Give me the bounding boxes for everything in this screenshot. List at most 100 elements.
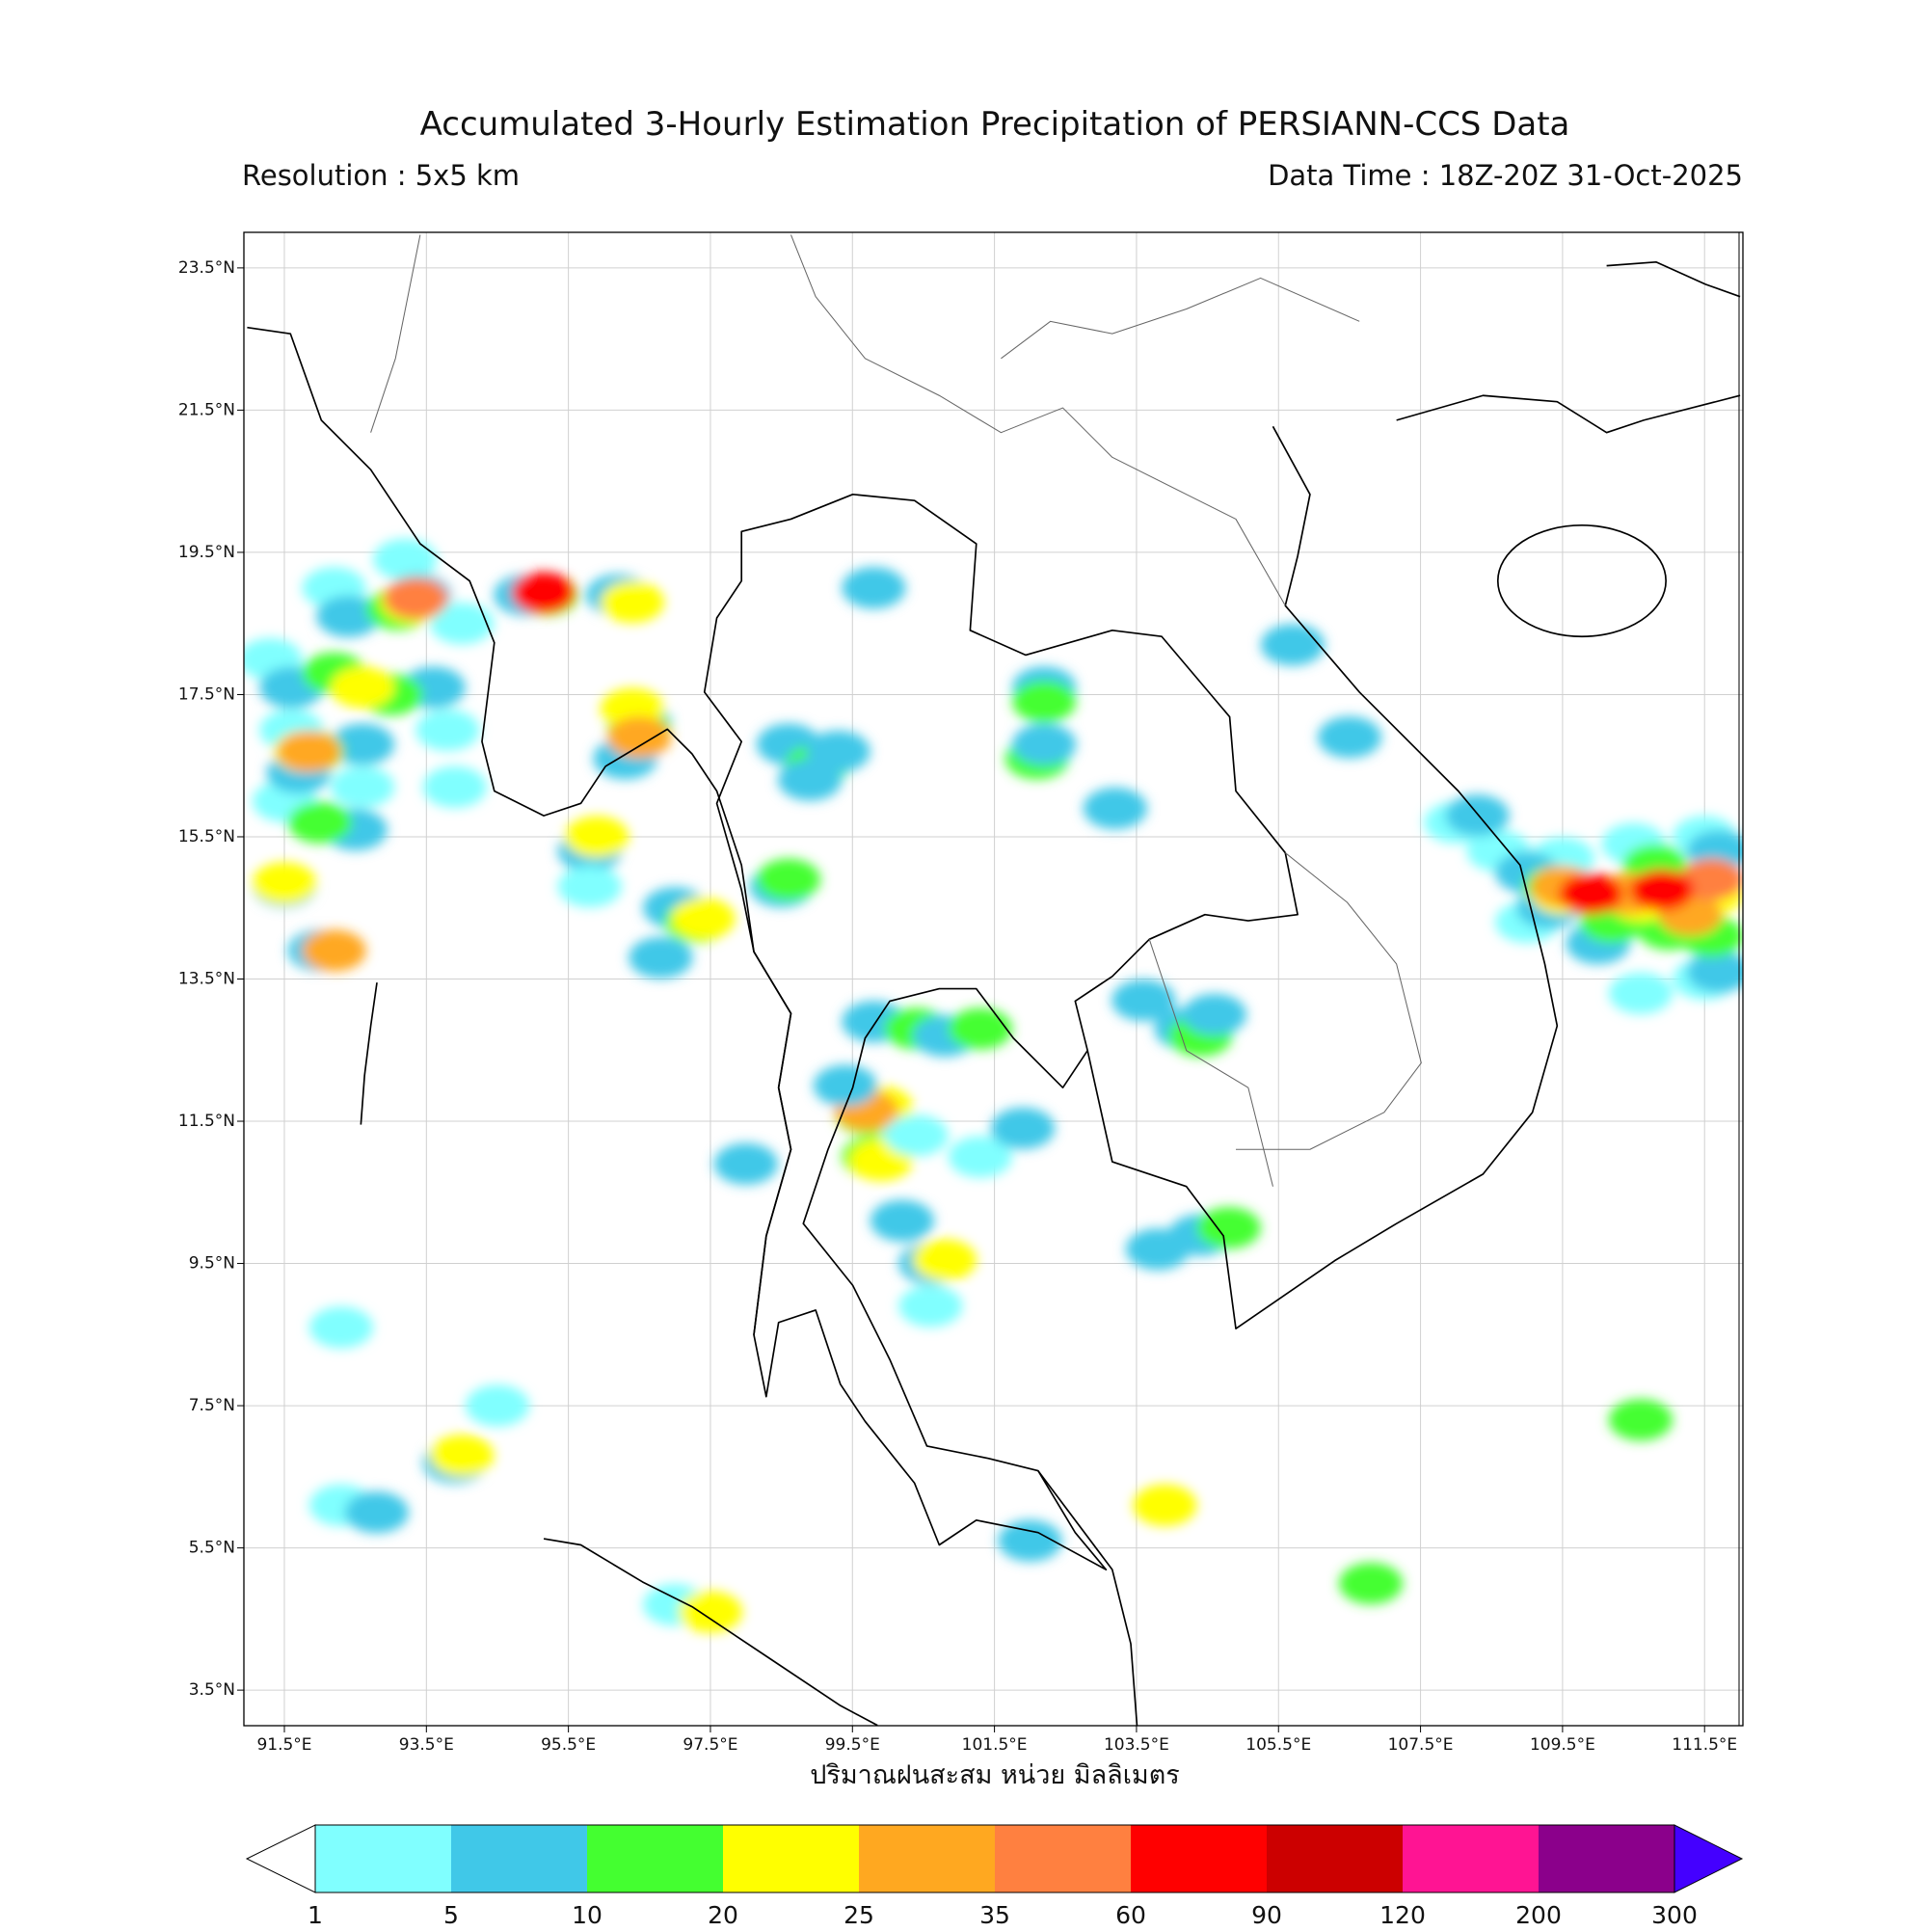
rain-cell (252, 862, 317, 904)
colorbar-label: 25 (844, 1901, 874, 1928)
rain-cell (1012, 723, 1077, 765)
rain-cell (330, 723, 395, 765)
rain-cell (1125, 1228, 1191, 1271)
rain-cell (1111, 979, 1176, 1022)
colorbar-frame (314, 1824, 1675, 1893)
rain-cell (1608, 1399, 1674, 1441)
rain-cell (870, 1199, 934, 1242)
rain-cell (330, 666, 395, 709)
colorbar-under (245, 1824, 316, 1893)
colorbar-label: 10 (572, 1901, 602, 1928)
colorbar: 1 5 10 20 25 35 60 90 120 200 300 (245, 1824, 1744, 1929)
x-tick-label: 99.5°E (825, 1735, 880, 1755)
plot-frame-edge (1738, 231, 1744, 1727)
rain-cell (671, 898, 736, 940)
y-tick-label: 21.5°N (178, 400, 235, 419)
china-coast (1396, 260, 1741, 434)
rain-cell (898, 1285, 963, 1328)
colorbar-over (1674, 1824, 1744, 1893)
rain-cell (1338, 1562, 1404, 1605)
vietnam-coast (1086, 425, 1559, 1329)
rain-cell (806, 730, 870, 773)
x-tick-label: 93.5°E (399, 1735, 454, 1755)
x-tick-label: 103.5°E (1104, 1735, 1169, 1755)
rain-cell (948, 1136, 1013, 1178)
rain-cell (465, 1384, 530, 1427)
rain-cell (998, 1519, 1062, 1562)
title: Accumulated 3-Hourly Estimation Precipit… (420, 105, 1570, 144)
rain-cell (316, 595, 381, 637)
rain-cell (842, 567, 906, 609)
myanmar-coast (247, 326, 792, 1335)
colorbar-bin (995, 1825, 1131, 1892)
rain-cell (1608, 972, 1674, 1014)
rain-cell (384, 577, 448, 620)
colorbar-bin (1267, 1825, 1403, 1892)
colorbar-bin (587, 1825, 723, 1892)
y-tick-label: 7.5°N (189, 1396, 235, 1415)
colorbar-bin (859, 1825, 995, 1892)
land-borders (370, 234, 1422, 1187)
colorbar-label: 1 (308, 1901, 323, 1928)
rain-cell (1445, 794, 1510, 837)
rain-cell (302, 929, 366, 972)
rain-cell (1083, 787, 1147, 830)
x-tick-label: 101.5°E (962, 1735, 1028, 1755)
rain-cell (607, 716, 672, 759)
rain-cell (1317, 716, 1382, 759)
rain-cell (422, 765, 487, 808)
x-tick-label: 95.5°E (541, 1735, 596, 1755)
colorbar-label: 5 (443, 1901, 459, 1928)
x-tick-label: 109.5°E (1530, 1735, 1595, 1755)
y-tick-label: 19.5°N (178, 543, 235, 562)
y-tick-label: 3.5°N (189, 1680, 235, 1700)
rain-cell (1133, 1484, 1197, 1526)
rain-cell (330, 765, 395, 808)
andaman-islands (360, 982, 378, 1125)
rain-cell (344, 1491, 409, 1534)
x-tick-label: 107.5°E (1388, 1735, 1454, 1755)
rain-cell (277, 730, 341, 773)
rain-layer (244, 538, 1743, 1633)
rain-cell (415, 709, 480, 751)
colorbar-label: 300 (1651, 1901, 1698, 1928)
colorbar-bin (723, 1825, 859, 1892)
rain-cell (287, 801, 352, 844)
rain-cell (1182, 993, 1247, 1035)
rain-cell (756, 858, 821, 900)
rain-cell (1260, 624, 1326, 666)
rain-cell (1679, 858, 1743, 900)
colorbar-label: 200 (1515, 1901, 1562, 1928)
x-tick-label: 105.5°E (1245, 1735, 1311, 1755)
sumatra-coast (543, 1538, 878, 1726)
x-tick-label: 111.5°E (1672, 1735, 1737, 1755)
rain-cell (990, 1107, 1056, 1149)
grid (244, 232, 1743, 1726)
rain-cell (678, 1591, 743, 1633)
rain-cell (1629, 869, 1695, 911)
colorbar-label: 60 (1115, 1901, 1146, 1928)
rain-cell (564, 816, 629, 858)
colorbar-bin (1131, 1825, 1267, 1892)
rain-cell (912, 1239, 977, 1281)
y-tick-label: 11.5°N (178, 1112, 235, 1131)
rain-cell (1559, 872, 1623, 915)
hainan (1496, 524, 1667, 638)
x-tick-label: 97.5°E (683, 1735, 737, 1755)
rain-cell (1196, 1207, 1261, 1249)
y-tick-label: 5.5°N (189, 1539, 235, 1558)
resolution: Resolution : 5x5 km (242, 159, 520, 192)
ticks: 91.5°E 93.5°E 95.5°E 97.5°E 99.5°E 101.5°E 103… (178, 258, 1737, 1755)
rain-cell (629, 936, 693, 979)
x-tick-label: 91.5°E (256, 1735, 311, 1755)
colorbar-bin (1539, 1825, 1674, 1892)
rain-cell (1686, 951, 1743, 993)
colorbar-label: 20 (708, 1901, 738, 1928)
coastlines (247, 234, 1741, 1726)
x-axis-label: ปริมาณฝนสะสม หน่วย มิลลิเมตร (810, 1760, 1180, 1790)
rain-cell (713, 1142, 778, 1185)
rain-cell (511, 572, 576, 614)
colorbar-bin (451, 1825, 587, 1892)
rain-cell (948, 1007, 1013, 1050)
